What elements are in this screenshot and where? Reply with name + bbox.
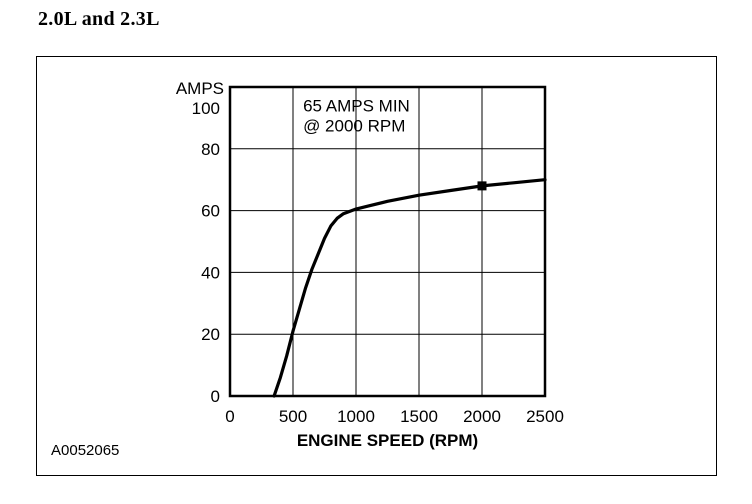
y-axis-title: AMPS (176, 79, 224, 98)
y-tick-label: 0 (211, 387, 220, 406)
test-point-marker (477, 181, 487, 191)
y-tick-label: 20 (201, 325, 220, 344)
annotation-line-1: 65 AMPS MIN (303, 97, 410, 116)
section-title: 2.0L and 2.3L (38, 8, 160, 30)
x-tick-label: 500 (279, 407, 307, 426)
x-axis-title: ENGINE SPEED (RPM) (297, 431, 478, 450)
figure-box: AMPS 0 20 40 60 80 100 0 500 1000 1500 2000 2500 ENGI… (36, 56, 717, 476)
plot-border (228, 85, 547, 398)
y-tick-label: 80 (201, 140, 220, 159)
annotation-line-2: @ 2000 RPM (303, 117, 405, 136)
y-tick-label: 60 (201, 202, 220, 221)
y-tick-label: 40 (201, 263, 220, 282)
x-tick-label: 0 (225, 407, 234, 426)
output-curve (272, 178, 547, 398)
figure-code: A0052065 (51, 442, 120, 459)
x-tick-label: 1000 (337, 407, 375, 426)
y-tick-label: 100 (192, 99, 220, 118)
x-tick-label: 2000 (463, 407, 501, 426)
x-tick-label: 1500 (400, 407, 438, 426)
x-tick-label: 2500 (526, 407, 564, 426)
